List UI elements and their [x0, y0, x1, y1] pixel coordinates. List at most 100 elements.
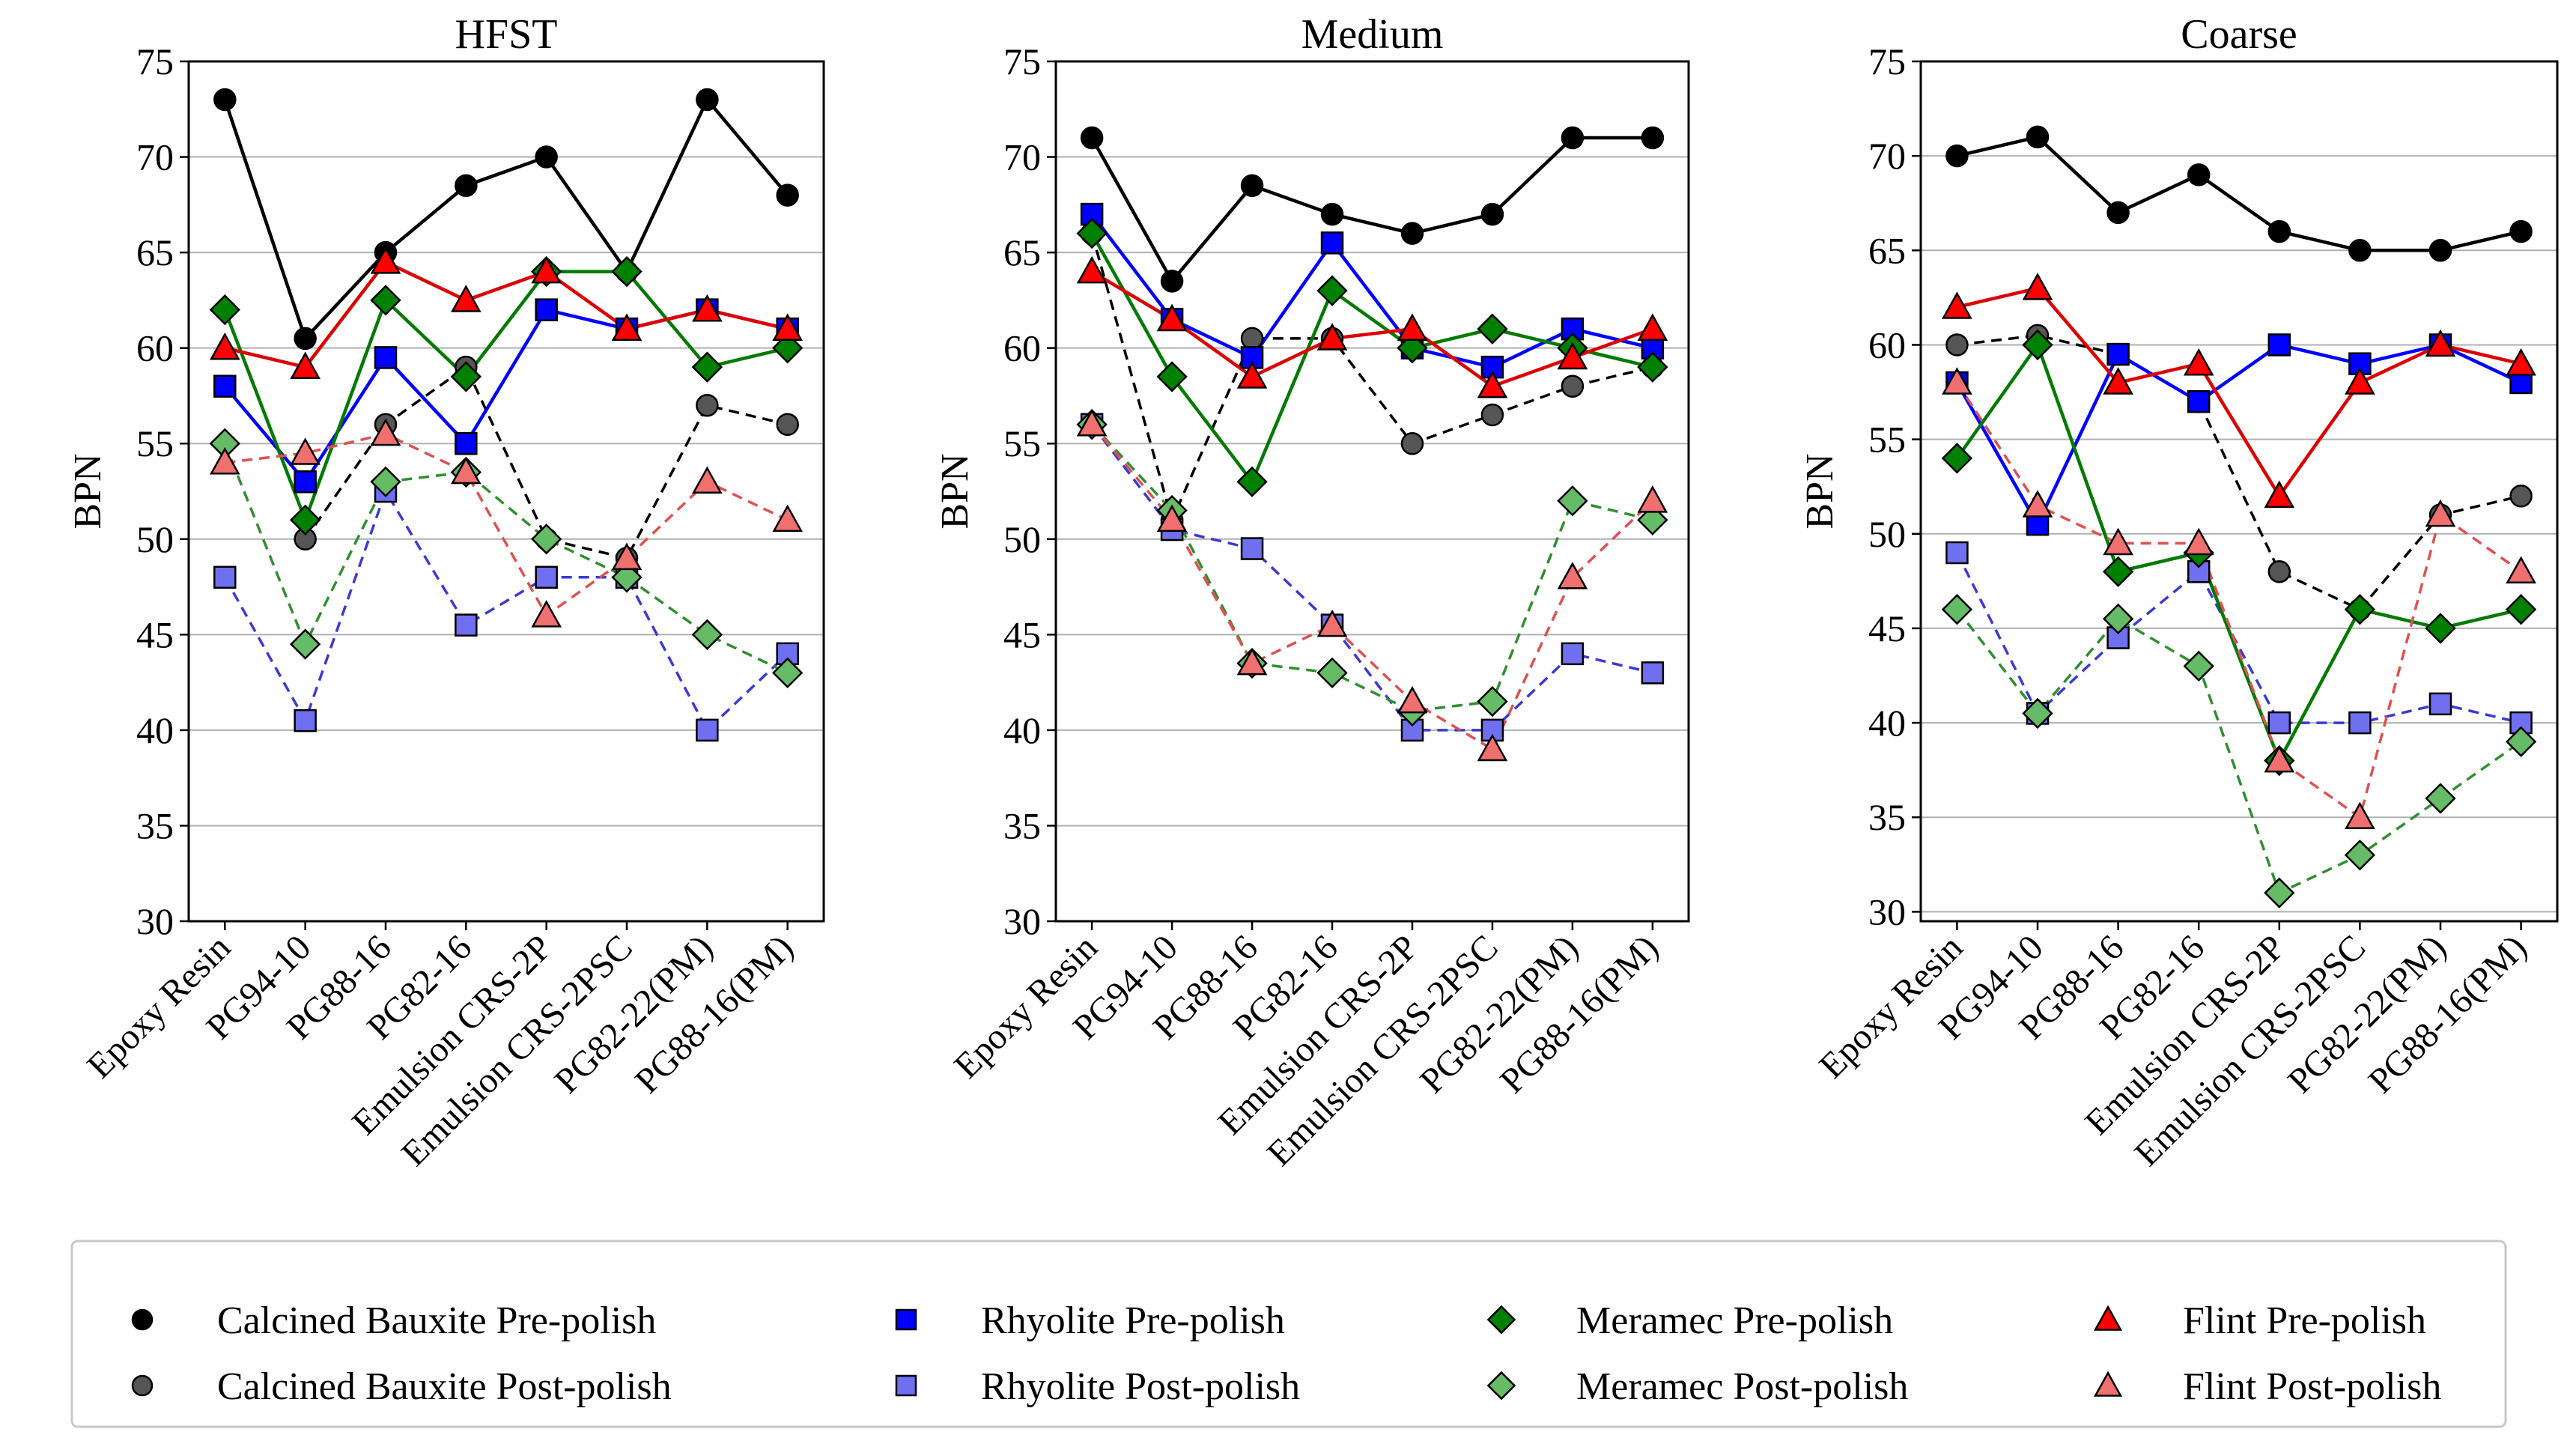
data-point-flint-pre-polish: [1236, 361, 1268, 389]
data-point-calcined-bauxite-pre-polish: [1641, 126, 1665, 150]
data-point-meramec-post-polish: [2425, 783, 2456, 814]
y-tick-label: 30: [1003, 900, 1041, 942]
legend-marker: [895, 1374, 917, 1397]
chart-title: Coarse: [2181, 11, 2297, 58]
data-point-meramec-pre-polish: [2344, 594, 2376, 625]
data-point-flint-pre-polish: [2264, 480, 2295, 509]
legend-label: Flint Pre-polish: [2183, 1299, 2426, 1342]
y-tick-label: 60: [1868, 324, 1906, 365]
data-point-flint-post-polish: [531, 600, 562, 628]
data-point-rhyolite-pre-polish: [1320, 231, 1344, 255]
data-point-flint-pre-polish: [1397, 313, 1428, 341]
y-axis-label: BPN: [1799, 453, 1841, 529]
data-point-meramec-pre-polish: [691, 351, 723, 383]
data-point-flint-pre-polish: [611, 313, 643, 341]
data-point-flint-pre-polish: [451, 285, 482, 312]
y-tick-label: 75: [1003, 40, 1041, 82]
y-tick-label: 50: [1003, 518, 1041, 560]
series-line-rhyolite-pre-polish: [1955, 343, 2522, 529]
data-point-flint-pre-polish: [772, 313, 804, 341]
data-point-rhyolite-post-polish: [294, 709, 317, 732]
legend-entry-flint-post-polish: Flint Post-polish: [2093, 1365, 2441, 1408]
data-point-calcined-bauxite-pre-polish: [455, 174, 478, 198]
legend-entry-meramec-pre-polish: Meramec Pre-polish: [1486, 1299, 1893, 1342]
data-point-meramec-post-polish: [2344, 840, 2376, 871]
series-line-calcined-bauxite-pre-polish: [1956, 135, 2522, 252]
series-line-meramec-post-polish: [223, 443, 789, 674]
data-point-calcined-bauxite-post-polish: [1400, 431, 1424, 455]
y-tick-label: 65: [1868, 229, 1906, 271]
legend-marker: [131, 1374, 154, 1397]
data-point-meramec-pre-polish: [1477, 313, 1508, 345]
y-tick-label: 65: [1003, 231, 1041, 273]
data-point-meramec-post-polish: [531, 524, 562, 555]
data-point-calcined-bauxite-post-polish: [2509, 485, 2533, 508]
y-tick-label: 35: [1003, 804, 1041, 846]
data-point-rhyolite-post-polish: [1945, 541, 1969, 565]
data-point-calcined-bauxite-pre-polish: [535, 145, 558, 169]
data-point-rhyolite-post-polish: [1561, 642, 1585, 666]
data-point-calcined-bauxite-pre-polish: [2509, 219, 2533, 243]
data-point-flint-pre-polish: [692, 294, 723, 322]
data-point-rhyolite-pre-polish: [374, 346, 398, 369]
data-point-flint-pre-polish: [290, 351, 321, 379]
series-line-rhyolite-post-polish: [1090, 423, 1653, 732]
y-tick-label: 50: [136, 518, 174, 560]
y-tick-label: 30: [136, 900, 174, 942]
chart-title: HFST: [455, 11, 558, 58]
data-point-meramec-pre-polish: [1156, 361, 1188, 392]
data-point-meramec-pre-polish: [1397, 332, 1428, 364]
data-point-flint-post-polish: [290, 437, 321, 465]
data-point-calcined-bauxite-pre-polish: [696, 88, 719, 112]
data-point-meramec-pre-polish: [209, 294, 240, 326]
data-point-meramec-post-polish: [772, 657, 804, 689]
y-axis-label: BPN: [67, 453, 109, 529]
data-point-flint-post-polish: [1236, 647, 1268, 676]
data-point-meramec-pre-polish: [370, 285, 401, 316]
data-point-rhyolite-post-polish: [696, 718, 719, 742]
data-point-rhyolite-post-polish: [2428, 692, 2452, 716]
data-point-calcined-bauxite-pre-polish: [213, 88, 237, 112]
series-line-rhyolite-pre-polish: [1090, 213, 1653, 369]
legend-marker: [131, 1308, 154, 1331]
y-tick-label: 75: [136, 40, 174, 82]
series-line-meramec-post-polish: [1090, 423, 1653, 713]
legend-label: Meramec Pre-polish: [1576, 1299, 1893, 1342]
data-point-meramec-post-polish: [1557, 485, 1588, 517]
y-tick-label: 35: [1868, 796, 1906, 838]
series-line-flint-post-polish: [1090, 423, 1654, 751]
data-point-meramec-post-polish: [2505, 726, 2537, 757]
data-point-flint-post-polish: [451, 456, 482, 485]
y-tick-label: 60: [1003, 327, 1041, 369]
series-markers: [1076, 126, 1668, 762]
data-point-flint-pre-polish: [1477, 370, 1508, 398]
data-point-rhyolite-post-polish: [1240, 537, 1264, 560]
legend-label: Calcined Bauxite Pre-polish: [217, 1299, 656, 1342]
series-line-meramec-post-polish: [1956, 608, 2522, 895]
y-tick-label: 45: [1003, 613, 1041, 655]
legend-marker: [1486, 1305, 1516, 1335]
data-point-flint-pre-polish: [2506, 348, 2536, 376]
legend-label: Calcined Bauxite Post-polish: [217, 1365, 672, 1408]
data-point-meramec-post-polish: [2022, 697, 2053, 729]
data-point-flint-post-polish: [611, 542, 643, 571]
data-point-meramec-post-polish: [289, 628, 321, 660]
series-line-rhyolite-post-polish: [1955, 552, 2521, 724]
series-lines: [1955, 135, 2522, 895]
data-point-meramec-post-polish: [1941, 594, 1973, 625]
y-tick-label: 30: [1868, 891, 1906, 932]
data-point-calcined-bauxite-pre-polish: [2187, 163, 2211, 186]
data-point-flint-pre-polish: [1076, 255, 1108, 284]
series-markers: [1941, 125, 2537, 908]
legend-entry-calcined-bauxite-pre-polish: Calcined Bauxite Pre-polish: [131, 1299, 656, 1342]
data-point-meramec-pre-polish: [1076, 217, 1108, 249]
chart-title: Medium: [1301, 11, 1444, 58]
data-point-flint-post-polish: [2022, 490, 2053, 518]
series-line-calcined-bauxite-pre-polish: [1090, 136, 1653, 285]
data-point-flint-pre-polish: [2425, 329, 2456, 357]
plot-frame: [1919, 60, 2559, 923]
data-point-meramec-pre-polish: [1316, 275, 1348, 306]
series-line-flint-post-polish: [225, 432, 789, 618]
